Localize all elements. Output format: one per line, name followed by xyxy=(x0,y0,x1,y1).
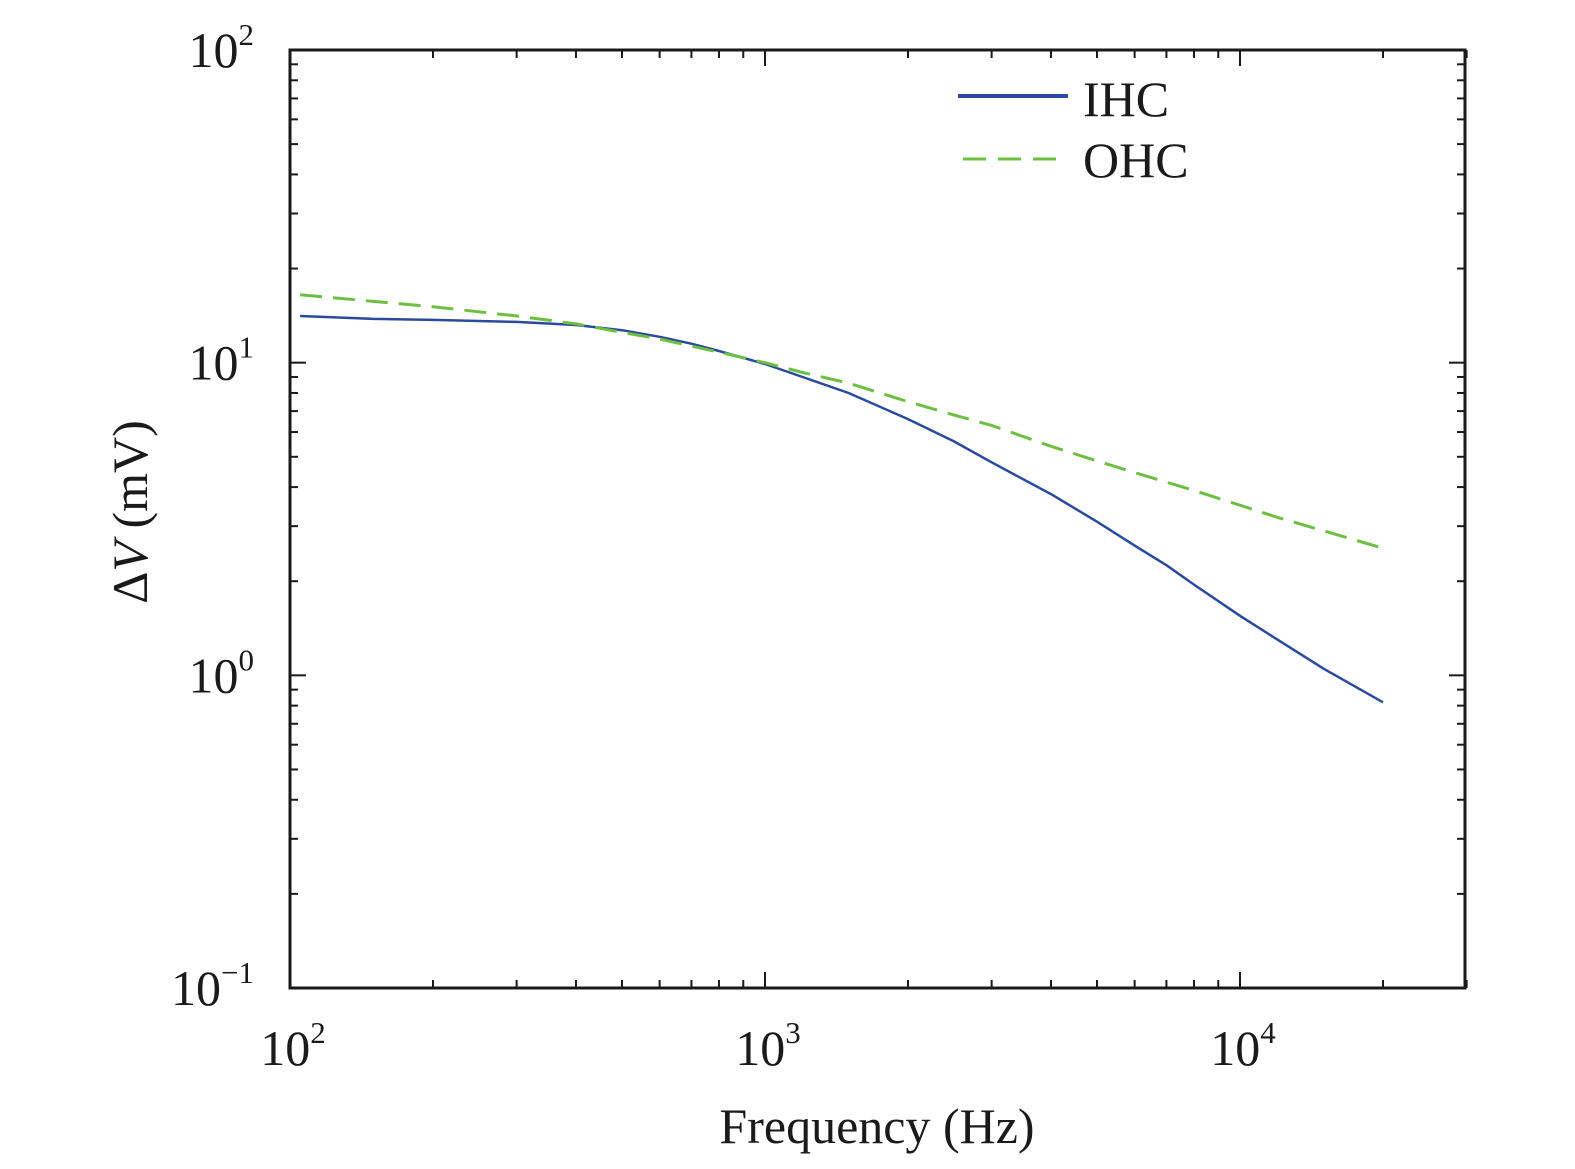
legend: IHC OHC xyxy=(958,71,1189,188)
y-tick-label-exp: 1 xyxy=(239,330,255,365)
y-tick-label-base: 10 xyxy=(189,22,239,78)
x-tick-label: 104 xyxy=(1210,1015,1276,1076)
y-tick-label-base: 10 xyxy=(171,960,221,1016)
y-tick-label-base: 10 xyxy=(189,335,239,391)
y-tick-label-base: 10 xyxy=(189,647,239,703)
legend-label-ohc: OHC xyxy=(1083,132,1189,188)
y-axis-label-unit: (mV) xyxy=(102,420,158,541)
y-tick-label-exp: 2 xyxy=(239,17,255,52)
y-axis-label-symbol: Δ xyxy=(102,572,158,604)
x-tick-label-base: 10 xyxy=(1210,1020,1260,1076)
y-axis-label-var: V xyxy=(102,536,158,572)
y-tick-label: 100 xyxy=(189,642,255,703)
x-tick-label-base: 10 xyxy=(735,1020,785,1076)
x-tick-label-exp: 4 xyxy=(1260,1015,1276,1050)
x-tick-label-exp: 2 xyxy=(310,1015,326,1050)
x-tick-label: 102 xyxy=(260,1015,326,1076)
series-line-ihc xyxy=(300,314,1384,704)
x-tick-labels: 102 103 104 xyxy=(260,1015,1276,1076)
plot-frame xyxy=(288,48,1467,990)
y-tick-label-exp: 0 xyxy=(239,642,255,677)
y-tick-label-exp: −1 xyxy=(221,955,254,990)
y-tick-label: 102 xyxy=(189,17,255,78)
y-axis-label: ΔV (mV) xyxy=(102,420,158,604)
series-lines xyxy=(299,293,1384,704)
y-tick-label: 10−1 xyxy=(171,955,254,1016)
series-line-ohc xyxy=(299,293,1384,550)
x-tick-label-exp: 3 xyxy=(785,1015,801,1050)
y-tick-label: 101 xyxy=(189,330,255,391)
tick-marks xyxy=(289,50,1468,989)
legend-label-ihc: IHC xyxy=(1083,71,1169,127)
x-tick-label-base: 10 xyxy=(260,1020,310,1076)
x-axis-label: Frequency (Hz) xyxy=(719,1098,1034,1154)
x-tick-label: 103 xyxy=(735,1015,801,1076)
